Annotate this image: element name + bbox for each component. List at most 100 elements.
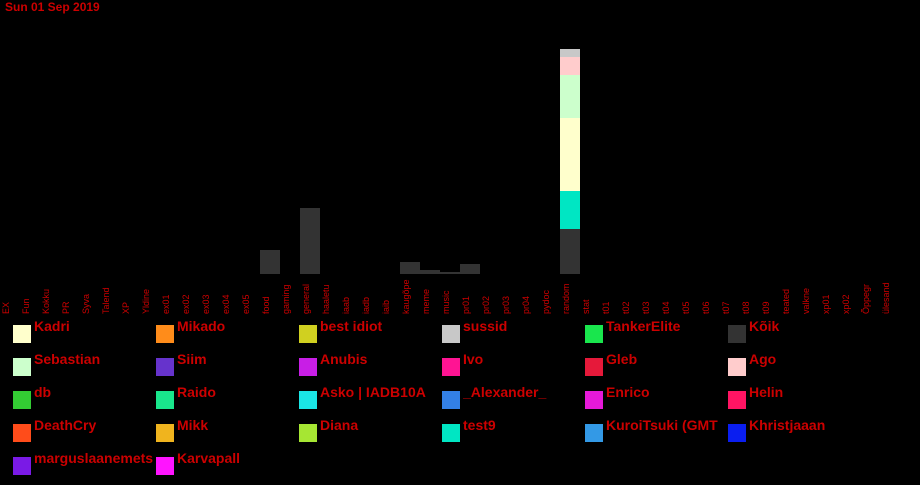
x-tick-label: PR: [61, 301, 71, 314]
legend-label: test9: [463, 417, 496, 433]
x-tick-label: ex05: [241, 294, 251, 314]
bar-kaugõpe-k-ik: [400, 262, 420, 274]
legend-label: _Alexander_: [463, 384, 547, 400]
legend-label: Diana: [320, 417, 359, 433]
x-tick-label: t03: [641, 301, 651, 314]
x-tick-label: teated: [781, 289, 791, 314]
x-tick-label: valkne: [801, 288, 811, 314]
legend-label: KuroiTsuki (GMT: [606, 417, 718, 433]
legend-swatch: [156, 424, 174, 442]
legend-label: Raido: [177, 384, 216, 400]
legend-swatch: [13, 457, 31, 475]
legend-swatch: [442, 325, 460, 343]
legend-swatch: [299, 424, 317, 442]
x-tick-label: XP: [121, 302, 131, 314]
bar-random-sussid: [560, 49, 580, 57]
legend-label: TankerElite: [606, 318, 681, 334]
x-tick-label: pr01: [461, 296, 471, 314]
legend-label: Kadri: [34, 318, 70, 334]
x-tick-label: Õppegr: [861, 284, 871, 314]
legend-label: Khristjaaan: [749, 417, 826, 433]
legend-swatch: [585, 358, 603, 376]
x-tick-label: t09: [761, 301, 771, 314]
x-tick-label: iaib: [381, 300, 391, 314]
x-tick-label: t06: [701, 301, 711, 314]
legend-swatch: [13, 358, 31, 376]
x-tick-label: t05: [681, 301, 691, 314]
x-tick-label: music: [441, 290, 451, 314]
legend-label: Ago: [749, 351, 777, 367]
x-tick-label: xp02: [841, 294, 851, 314]
legend-label: Asko | IADB10A: [320, 384, 426, 400]
legend-swatch: [156, 457, 174, 475]
legend-label: Anubis: [320, 351, 368, 367]
x-tick-label: general: [301, 284, 311, 314]
legend-swatch: [156, 358, 174, 376]
x-tick-label: pr03: [501, 296, 511, 314]
x-tick-label: Syva: [81, 294, 91, 314]
x-tick-label: random: [561, 283, 571, 314]
legend-label: Mikado: [177, 318, 226, 334]
legend-label: db: [34, 384, 52, 400]
x-tick-label: food: [261, 296, 271, 314]
x-tick-label: t08: [741, 301, 751, 314]
legend-swatch: [728, 391, 746, 409]
bar-music-k-ik: [440, 272, 460, 274]
legend-swatch: [13, 325, 31, 343]
x-tick-label: kaugõpe: [401, 279, 411, 314]
legend-label: sussid: [463, 318, 508, 334]
legend-label: Enrico: [606, 384, 650, 400]
x-tick-label: ex03: [201, 294, 211, 314]
legend-swatch: [442, 424, 460, 442]
legend-swatch: [299, 391, 317, 409]
x-tick-label: t07: [721, 301, 731, 314]
bar-random-sebastian: [560, 75, 580, 118]
legend-swatch: [156, 391, 174, 409]
legend-label: Ivo: [463, 351, 484, 367]
x-tick-label: Talend: [101, 287, 111, 314]
legend-swatch: [442, 358, 460, 376]
legend-swatch: [442, 391, 460, 409]
x-tick-label: Fun: [21, 298, 31, 314]
x-tick-label: haaletu: [321, 284, 331, 314]
legend-swatch: [156, 325, 174, 343]
legend-swatch: [585, 391, 603, 409]
legend-swatch: [728, 325, 746, 343]
x-tick-label: meme: [421, 289, 431, 314]
x-tick-label: t01: [601, 301, 611, 314]
bar-pr01-k-ik: [460, 264, 480, 274]
legend-label: Karvapall: [177, 450, 241, 466]
legend-label: Sebastian: [34, 351, 101, 367]
legend-swatch: [585, 325, 603, 343]
x-tick-label: ex02: [181, 294, 191, 314]
legend-swatch: [13, 424, 31, 442]
legend-label: Mikk: [177, 417, 209, 433]
x-tick-label: t04: [661, 301, 671, 314]
x-tick-label: Yldine: [141, 289, 151, 314]
legend-swatch: [585, 424, 603, 442]
legend-swatch: [728, 424, 746, 442]
stacked-bar-chart: EX Fun Kokku PR Syva Talend XP Yldine ex01 ex02 ex…: [1, 49, 891, 314]
bar-food-k-ik: [260, 250, 280, 274]
x-tick-label: t02: [621, 301, 631, 314]
legend-label: DeathCry: [34, 417, 97, 433]
x-tick-label: pr02: [481, 296, 491, 314]
legend-label: best idiot: [320, 318, 383, 334]
x-tick-label: EX: [1, 302, 11, 314]
bar-random-ago: [560, 57, 580, 75]
legend-label: marguslaanemets: [34, 450, 154, 466]
x-tick-label: Kokku: [41, 289, 51, 314]
x-tick-label: iaab: [341, 297, 351, 314]
bar-meme-k-ik: [420, 270, 440, 274]
x-tick-label: pr04: [521, 296, 531, 314]
x-tick-label: ex01: [161, 294, 171, 314]
bar-random-k-ik: [560, 229, 580, 274]
x-tick-label: iadb: [361, 297, 371, 314]
legend-swatch: [728, 358, 746, 376]
legend-swatch: [299, 325, 317, 343]
x-tick-label: pydoc: [541, 289, 551, 314]
x-tick-label: xp01: [821, 294, 831, 314]
legend-label: Helin: [749, 384, 784, 400]
bar-general-k-ik: [300, 208, 320, 274]
x-tick-label: ülesand: [881, 282, 891, 314]
